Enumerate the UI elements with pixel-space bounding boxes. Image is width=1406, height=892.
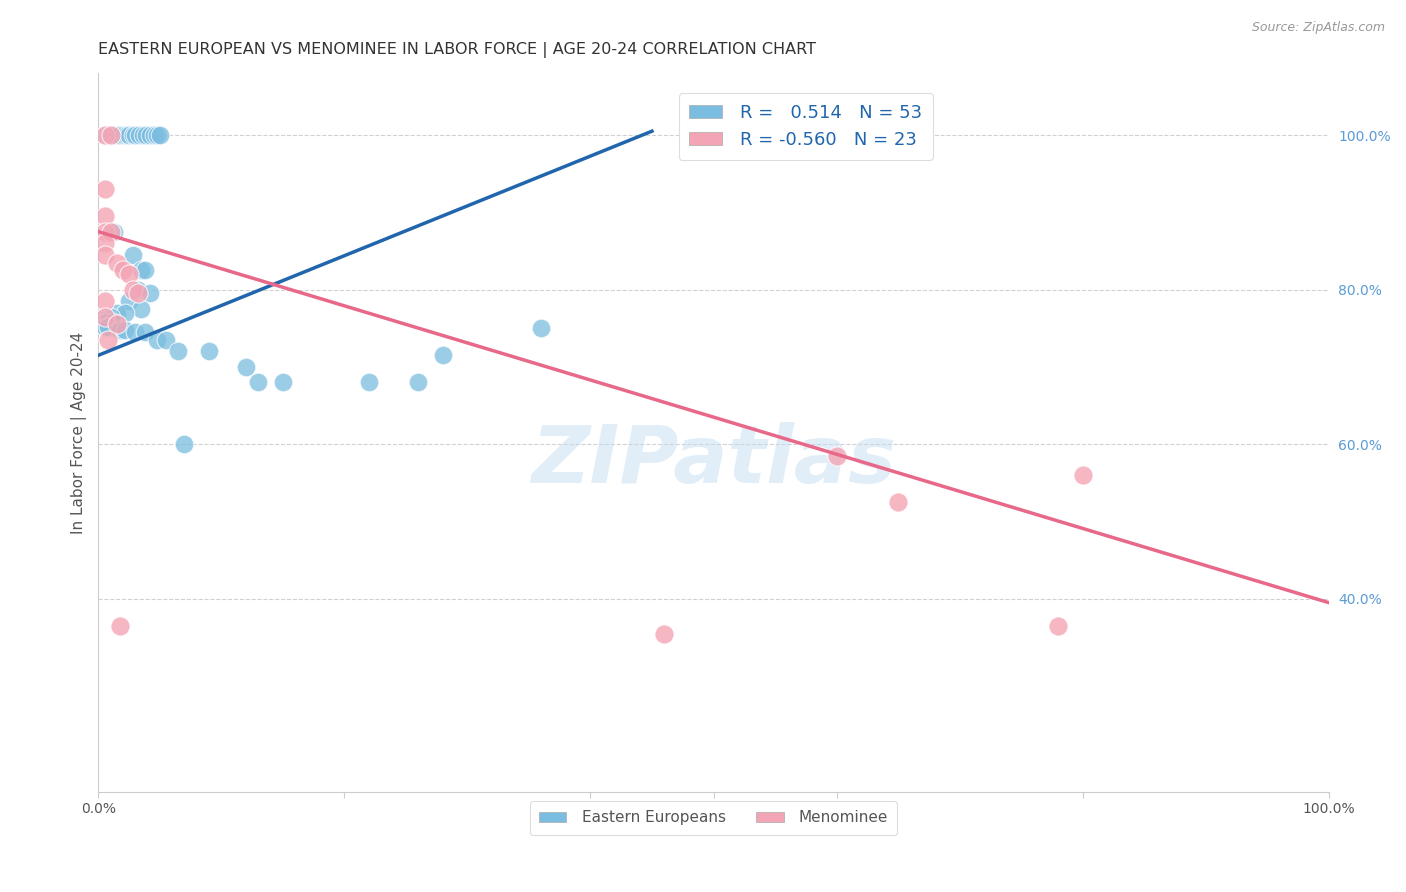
Point (105, 306, 128, 320)
Point (146, 333, 169, 347)
Point (173, 437, 195, 451)
Point (105, 318, 128, 332)
Point (124, 128, 146, 142)
Point (110, 619, 132, 633)
Point (96, 315, 118, 329)
Point (115, 128, 138, 142)
Point (1071, 468, 1094, 483)
Point (121, 128, 143, 142)
Point (100, 128, 122, 142)
Point (97, 333, 120, 347)
Point (111, 263, 134, 277)
Point (121, 283, 143, 297)
Point (93, 310, 115, 324)
Point (100, 310, 122, 324)
Point (887, 495, 910, 509)
Point (93, 236, 115, 251)
Point (142, 128, 165, 142)
Point (131, 128, 153, 142)
Point (131, 301, 153, 316)
Point (155, 333, 177, 347)
Point (432, 348, 454, 362)
Point (406, 376, 429, 390)
Point (93, 128, 115, 142)
Point (146, 128, 169, 142)
Point (103, 225, 125, 239)
Point (127, 286, 149, 301)
Point (101, 128, 124, 142)
Point (114, 323, 136, 337)
Point (97, 319, 120, 334)
Point (93, 310, 115, 324)
Point (1046, 619, 1069, 633)
Point (118, 128, 141, 142)
Point (93, 225, 115, 239)
Text: EASTERN EUROPEAN VS MENOMINEE IN LABOR FORCE | AGE 20-24 CORRELATION CHART: EASTERN EUROPEAN VS MENOMINEE IN LABOR F… (98, 42, 817, 58)
Point (247, 376, 270, 390)
Point (128, 128, 150, 142)
Point (149, 128, 172, 142)
Point (124, 325, 146, 339)
Point (271, 376, 294, 390)
Point (105, 255, 128, 269)
Point (118, 294, 141, 309)
Point (100, 225, 122, 239)
Point (121, 248, 143, 262)
Point (139, 128, 162, 142)
Point (131, 263, 153, 277)
Point (135, 128, 157, 142)
Point (139, 286, 162, 301)
Legend: Eastern Europeans, Menominee: Eastern Europeans, Menominee (530, 801, 897, 835)
Point (98, 128, 121, 142)
Point (825, 449, 848, 463)
Point (134, 263, 156, 277)
Point (357, 376, 380, 390)
Point (93, 209, 115, 223)
Y-axis label: In Labor Force | Age 20-24: In Labor Force | Age 20-24 (72, 332, 87, 533)
Point (104, 128, 127, 142)
Point (93, 128, 115, 142)
Point (652, 626, 675, 640)
Point (127, 283, 149, 297)
Point (134, 325, 156, 339)
Point (110, 128, 132, 142)
Point (167, 344, 190, 359)
Point (198, 344, 221, 359)
Text: ZIPatlas: ZIPatlas (531, 422, 896, 500)
Point (101, 315, 124, 329)
Point (114, 306, 136, 320)
Point (118, 267, 141, 281)
Point (93, 315, 115, 329)
Point (97, 310, 120, 324)
Point (235, 359, 257, 374)
Point (107, 128, 129, 142)
Point (110, 323, 132, 337)
Point (93, 294, 115, 309)
Point (93, 182, 115, 196)
Point (93, 248, 115, 262)
Point (96, 128, 118, 142)
Point (112, 128, 135, 142)
Text: Source: ZipAtlas.com: Source: ZipAtlas.com (1251, 21, 1385, 34)
Point (93, 319, 115, 334)
Point (530, 321, 553, 335)
